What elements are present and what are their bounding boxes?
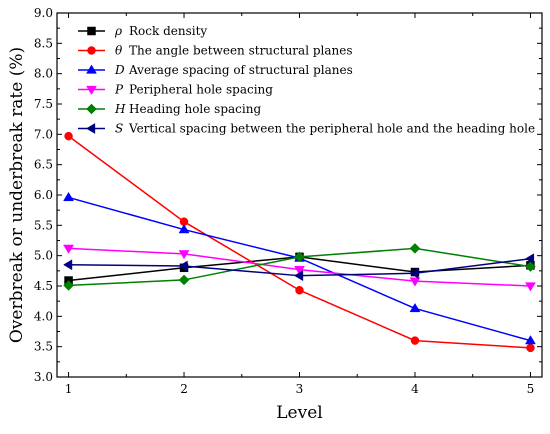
y-tick-label: 3.5 [34,340,53,354]
data-point-vertical-spacing-between-the-peripheral-hole-and-the-heading-hole [178,260,188,272]
y-tick-label: 5.5 [34,218,53,232]
legend-marker-rock-density [87,26,96,36]
legend: ρ Rock density θ The angle between structur… [78,24,535,136]
data-point-heading-hole-spacing [178,274,190,286]
legend-marker-vertical-spacing-between-the-peripheral-hole-and-the-heading-hole [86,123,96,134]
y-tick-label: 3.0 [34,370,53,384]
data-point-vertical-spacing-between-the-peripheral-hole-and-the-heading-hole [409,267,419,279]
y-tick-label: 6.5 [34,158,53,172]
y-tick-label: 6.0 [34,188,53,202]
legend-label-peripheral-hole-spacing: Peripheral hole spacing [129,83,273,97]
legend-symbol-average-spacing-of-structural-planes: D [114,63,125,77]
series-line-the-angle-between-structural-planes [68,135,531,349]
data-point-average-spacing-of-structural-planes [409,302,421,313]
x-tick-label: 1 [65,382,73,396]
y-tick-label: 4.0 [34,309,53,323]
data-point-heading-hole-spacing [525,261,536,272]
y-tick-label: 7.0 [34,127,53,141]
legend-label-heading-hole-spacing: Heading hole spacing [129,102,261,116]
legend-marker-the-angle-between-structural-planes [87,46,96,55]
series-lines [68,135,531,349]
data-point-heading-hole-spacing [294,251,305,263]
data-point-the-angle-between-structural-planes [64,131,73,141]
y-tick-label: 5.0 [34,249,53,263]
legend-label-average-spacing-of-structural-planes: Average spacing of structural planes [128,63,353,77]
data-point-peripheral-hole-spacing [63,244,74,254]
legend-marker-average-spacing-of-structural-planes [86,64,97,74]
x-tick-label: 5 [527,382,535,396]
data-point-the-angle-between-structural-planes [295,285,304,295]
data-point-average-spacing-of-structural-planes [525,335,536,345]
data-point-average-spacing-of-structural-planes [178,224,190,234]
legend-label-the-angle-between-structural-planes: The angle between structural planes [129,44,353,58]
data-point-vertical-spacing-between-the-peripheral-hole-and-the-heading-hole [63,259,73,271]
legend-symbol-heading-hole-spacing: H [114,102,126,116]
y-tick-label: 4.5 [34,279,53,293]
data-point-peripheral-hole-spacing [409,277,421,287]
data-point-the-angle-between-structural-planes [526,343,535,353]
data-point-heading-hole-spacing [63,280,74,291]
data-point-the-angle-between-structural-planes [410,336,420,345]
data-point-average-spacing-of-structural-planes [63,191,74,202]
y-tick-label: 7.5 [34,97,53,111]
x-tick-label: 4 [411,382,419,396]
x-axis-title: Level [276,403,322,423]
legend-marker-heading-hole-spacing [86,103,97,115]
axis-ticks: 3.0 3.5 4.0 4.5 5.0 5.5 6.0 6.5 7.0 7.5 8.0 8.5 9.0 1… [34,6,542,396]
legend-symbol-the-angle-between-structural-planes: θ [115,44,123,58]
y-axis-title: Overbreak or underbreak rate (%) [7,47,27,343]
data-point-heading-hole-spacing [409,243,421,254]
data-point-vertical-spacing-between-the-peripheral-hole-and-the-heading-hole [294,270,304,282]
data-point-peripheral-hole-spacing [525,282,536,292]
y-tick-label: 8.0 [34,67,53,81]
legend-label-rock-density: Rock density [129,24,207,38]
legend-symbol-rock-density: ρ [114,24,122,38]
legend-symbol-peripheral-hole-spacing: P [114,83,124,97]
legend-label-vertical-spacing-between-the-peripheral-hole-and-the-heading-hole: Vertical spacing between the peripheral … [128,122,535,136]
y-tick-label: 8.5 [34,36,53,50]
legend-symbol-vertical-spacing-between-the-peripheral-hole-and-the-heading-hole: S [115,122,123,136]
x-tick-label: 3 [296,382,304,396]
data-markers [63,131,536,353]
data-point-vertical-spacing-between-the-peripheral-hole-and-the-heading-hole [524,253,535,265]
x-tick-label: 2 [180,382,188,396]
legend-marker-peripheral-hole-spacing [86,85,97,95]
data-point-peripheral-hole-spacing [178,250,190,260]
data-point-peripheral-hole-spacing [294,265,305,276]
y-tick-label: 9.0 [34,6,53,20]
